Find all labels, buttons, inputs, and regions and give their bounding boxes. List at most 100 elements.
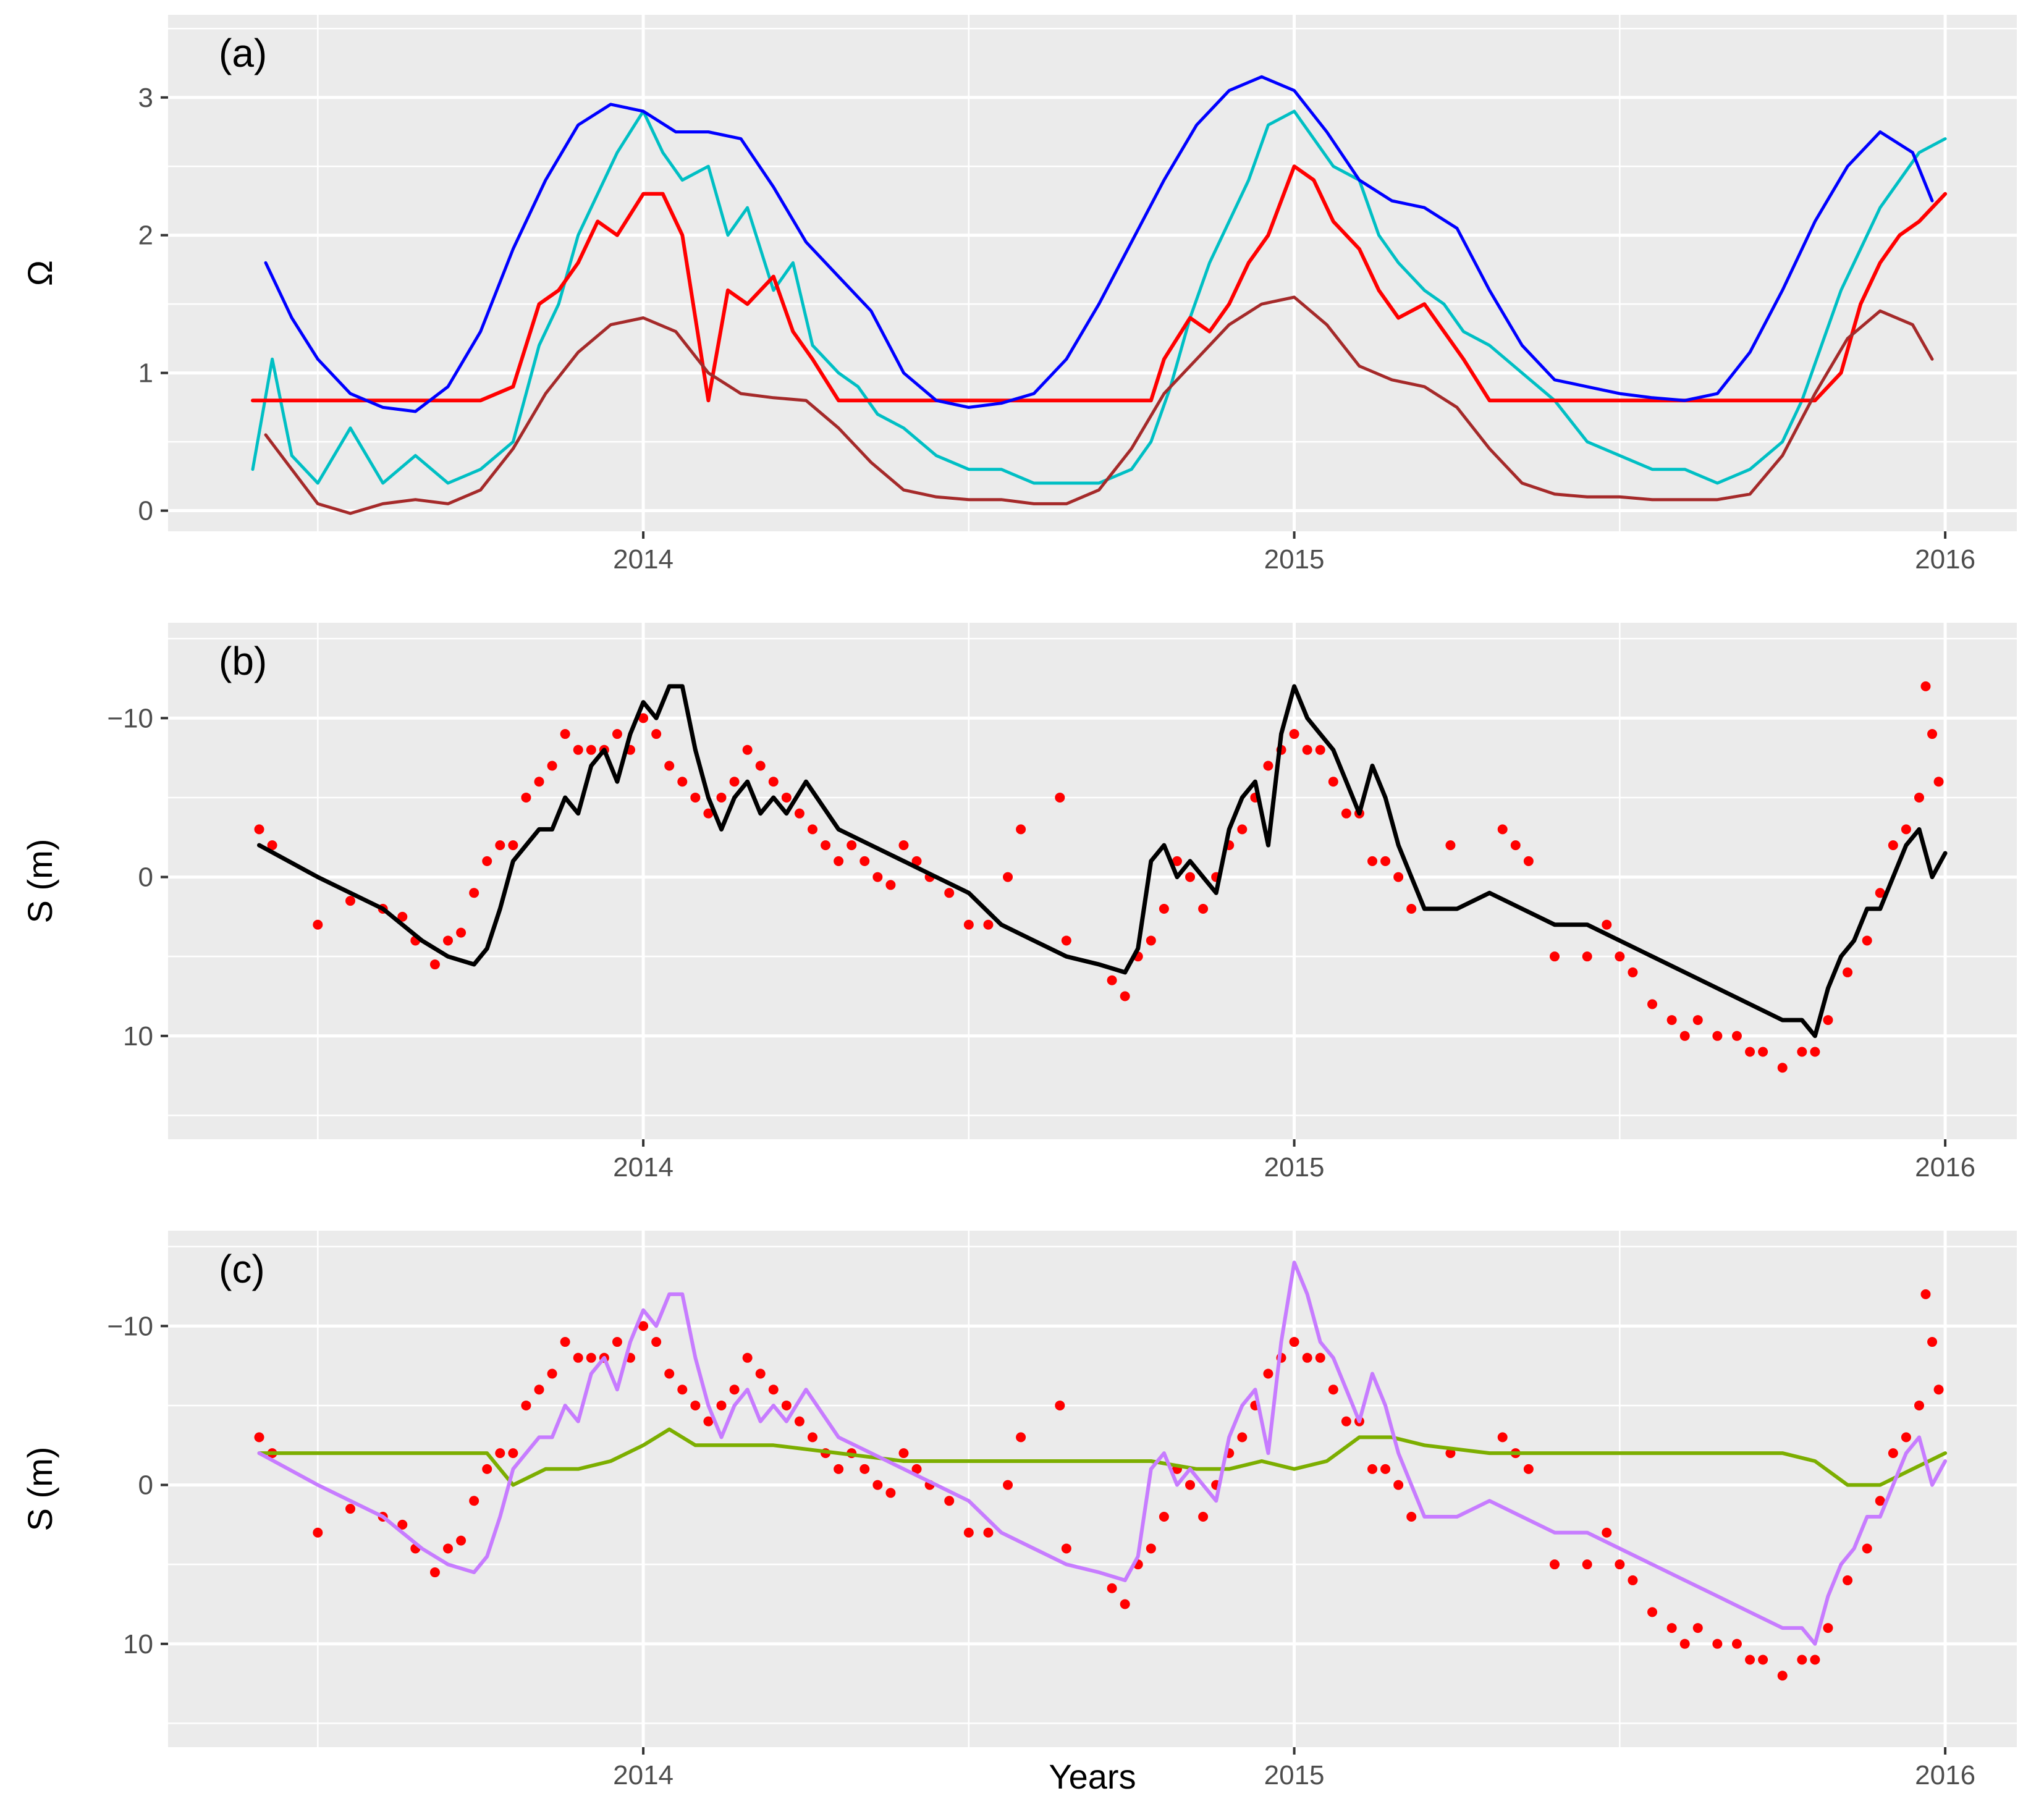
data-point	[1758, 1047, 1768, 1057]
data-point	[1445, 840, 1456, 851]
data-point	[1185, 1480, 1196, 1490]
data-point	[872, 872, 883, 882]
data-point	[1061, 935, 1071, 946]
data-point	[1328, 1385, 1338, 1395]
data-point	[1615, 1559, 1625, 1570]
data-point	[664, 1368, 675, 1379]
data-point	[1810, 1047, 1820, 1057]
data-point	[1933, 777, 1944, 787]
data-point	[1745, 1047, 1755, 1057]
panels-group: 2014 2015 2016 0 1 2 3 Ω (a) 2014 2015 2016 −10 0 10 S …	[20, 15, 2017, 1790]
data-point	[1185, 872, 1196, 882]
data-point	[1510, 840, 1521, 851]
data-point	[1712, 1638, 1723, 1649]
panel-label: (b)	[219, 639, 267, 683]
data-point	[807, 824, 817, 835]
data-point	[345, 1504, 355, 1514]
data-point	[1582, 1559, 1592, 1570]
x-tick-label: 2015	[1264, 1152, 1325, 1182]
data-point	[1843, 1575, 1853, 1585]
y-tick-label: 2	[138, 221, 153, 251]
data-point	[885, 1488, 896, 1498]
data-point	[313, 919, 323, 930]
data-point	[834, 856, 844, 866]
data-point	[1315, 744, 1325, 755]
data-point	[534, 1385, 544, 1395]
data-point	[1731, 1638, 1742, 1649]
data-point	[1328, 777, 1338, 787]
y-tick-label: −10	[107, 1311, 153, 1341]
data-point	[1797, 1654, 1807, 1665]
x-tick-label: 2016	[1915, 544, 1975, 575]
x-tick-label: 2014	[613, 544, 674, 575]
data-point	[1823, 1015, 1833, 1026]
panel-c-background	[168, 1231, 2017, 1747]
data-point	[690, 792, 701, 803]
data-point	[1777, 1671, 1788, 1681]
data-point	[1901, 1432, 1911, 1443]
data-point	[1692, 1015, 1703, 1026]
series-line-model-s	[257, 684, 1948, 1039]
data-point	[547, 1368, 557, 1379]
data-point	[1263, 1368, 1273, 1379]
data-point	[742, 744, 753, 755]
data-point	[1198, 904, 1209, 914]
data-point	[612, 729, 622, 740]
data-point	[443, 1543, 454, 1554]
data-point	[638, 1321, 649, 1331]
data-point	[1367, 856, 1378, 866]
data-point	[534, 777, 544, 787]
data-point	[508, 840, 518, 851]
data-point	[651, 1337, 662, 1347]
panel-c: 2014 2015 2016 −10 0 10 S (m) (c)	[20, 1231, 2017, 1790]
data-point	[1107, 1583, 1117, 1593]
data-point	[1875, 1496, 1885, 1506]
data-point	[1497, 824, 1508, 835]
panel-b-axes: 2014 2015 2016 −10 0 10	[107, 703, 1975, 1182]
data-point	[1927, 729, 1938, 740]
data-point	[1120, 991, 1130, 1001]
data-point	[397, 1519, 408, 1530]
data-point	[1341, 808, 1351, 819]
data-point	[651, 729, 662, 740]
data-point	[612, 1337, 622, 1347]
panel-b-data	[254, 681, 1948, 1073]
series-line-component-green	[257, 1427, 1948, 1487]
y-tick-label: 3	[138, 83, 153, 113]
data-point	[1016, 824, 1026, 835]
series-observed-s	[254, 681, 1944, 1073]
data-point	[1198, 1512, 1209, 1522]
series-line-smoothed-clipped	[251, 164, 1948, 403]
data-point	[847, 840, 857, 851]
data-point	[1159, 1512, 1169, 1522]
y-tick-label: 10	[123, 1629, 153, 1659]
data-point	[397, 911, 408, 922]
panel-a-background	[168, 15, 2017, 531]
data-point	[690, 1400, 701, 1410]
panel-a-grid	[168, 15, 2017, 531]
data-point	[1367, 1464, 1378, 1474]
data-point	[963, 919, 974, 930]
data-point	[1302, 1352, 1312, 1363]
data-point	[586, 1352, 596, 1363]
data-point	[1712, 1031, 1723, 1041]
data-point	[1061, 1543, 1071, 1554]
data-point	[1315, 1352, 1325, 1363]
series-observed-s	[254, 1289, 1944, 1681]
y-axis-title: S (m)	[20, 1447, 59, 1532]
data-point	[729, 777, 740, 787]
data-point	[1120, 1599, 1130, 1609]
data-point	[1055, 1400, 1065, 1410]
data-point	[944, 1496, 955, 1506]
data-point	[254, 824, 264, 835]
data-point	[983, 1527, 994, 1538]
panel-a-data	[251, 75, 1948, 515]
data-point	[703, 1416, 714, 1427]
x-tick-label: 2015	[1264, 544, 1325, 575]
data-point	[1862, 935, 1872, 946]
data-point	[521, 1400, 531, 1410]
data-point	[834, 1464, 844, 1474]
data-point	[729, 1385, 740, 1395]
panel-c-data	[254, 1260, 1948, 1681]
data-point	[1380, 1464, 1391, 1474]
